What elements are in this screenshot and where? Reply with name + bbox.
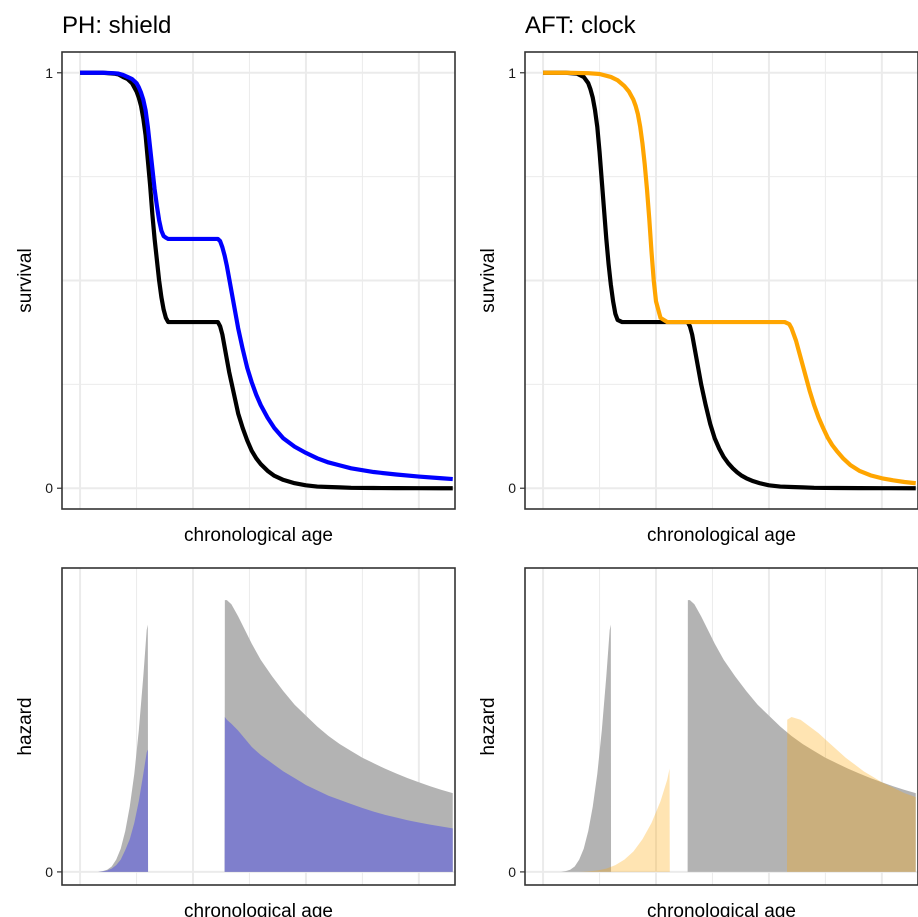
hazard-area-1: [543, 600, 916, 872]
x-axis-title: chronological age: [184, 901, 333, 917]
x-axis-title: chronological age: [647, 525, 796, 546]
panel-border: [524, 567, 918, 886]
survival-series-2: [80, 70, 453, 482]
y-tick-label: 0: [45, 864, 53, 880]
panel-border: [61, 51, 456, 510]
y-tick-label: 1: [45, 65, 53, 81]
panel-1: 0 1 PH: shield chronological age survival: [15, 12, 456, 546]
y-tick-label: 0: [508, 864, 516, 880]
data-layer: [543, 600, 916, 872]
hazard-area-1: [80, 600, 453, 872]
panel-border: [524, 51, 918, 510]
data-layer: [543, 70, 916, 491]
hazard-area-2: [543, 716, 916, 872]
data-layer: [80, 600, 453, 872]
hazard-area-2: [80, 716, 453, 872]
y-axis-title: survival: [15, 248, 36, 312]
panel-2: 0 1 AFT: clock chronological age survival: [478, 12, 918, 546]
y-axis-title: hazard: [15, 697, 36, 755]
y-tick-label: 1: [508, 65, 516, 81]
survival-series-2: [543, 70, 916, 486]
y-axis-title: hazard: [478, 697, 499, 755]
panel-title: AFT: clock: [525, 12, 637, 39]
y-tick-label: 0: [508, 480, 516, 496]
panel-title: PH: shield: [62, 12, 171, 39]
y-axis-title: survival: [478, 248, 499, 312]
x-axis-title: chronological age: [647, 901, 796, 917]
panel-4: 0 chronological age hazard: [478, 567, 918, 917]
y-tick-label: 0: [45, 480, 53, 496]
x-axis-title: chronological age: [184, 525, 333, 546]
survival-series-1: [543, 70, 916, 491]
panel-3: 0 chronological age hazard: [15, 567, 456, 917]
data-layer: [80, 70, 453, 491]
panel-border: [61, 567, 456, 886]
survival-series-1: [80, 70, 453, 491]
